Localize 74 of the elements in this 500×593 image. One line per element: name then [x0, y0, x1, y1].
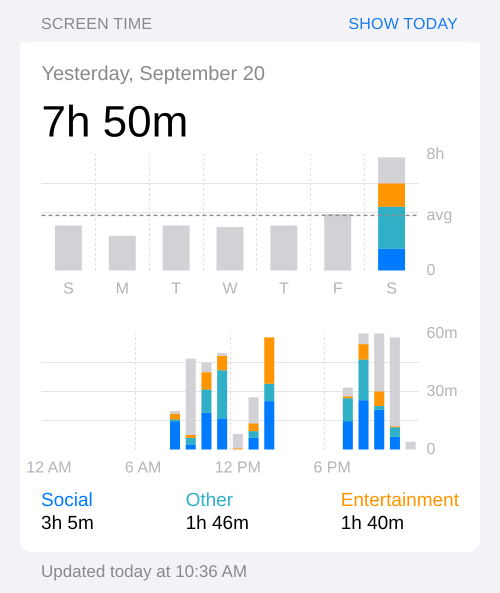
bar	[342, 388, 353, 396]
bar	[170, 414, 180, 420]
chart-subtitle: 7h 50m	[42, 98, 188, 146]
bar	[378, 206, 406, 249]
bar	[406, 442, 416, 450]
text: Entertainment	[340, 489, 459, 512]
bar	[162, 226, 190, 270]
text: Other	[186, 489, 234, 512]
x-tick-label: F	[332, 280, 343, 298]
text: 3h 5m	[41, 512, 94, 535]
bar	[270, 226, 298, 270]
bar	[248, 397, 259, 424]
bar	[264, 337, 274, 384]
bar	[378, 184, 406, 207]
x-tick-label: S	[63, 280, 74, 298]
bar	[358, 334, 369, 344]
bar	[216, 227, 244, 270]
bar	[358, 344, 369, 360]
bar	[374, 334, 384, 392]
bar	[217, 418, 228, 450]
bar	[264, 384, 274, 402]
x-tick-label: S	[386, 280, 397, 298]
bar	[186, 358, 196, 435]
x-tick-label: 12 PM	[214, 460, 261, 476]
bar	[374, 392, 384, 406]
bar	[232, 434, 243, 449]
x-tick-label: M	[116, 280, 129, 298]
bar	[378, 248, 406, 270]
bar	[374, 406, 384, 410]
bar	[217, 356, 228, 370]
bar	[342, 421, 353, 450]
text: SHOW TODAY	[348, 15, 458, 35]
x-tick-label: T	[278, 280, 289, 298]
chart-title: Yesterday, September 20	[42, 63, 265, 85]
x-tick-label: 6 AM	[124, 460, 162, 476]
bar	[217, 370, 228, 419]
bar	[342, 398, 353, 422]
y-tick-label: 0	[426, 262, 436, 279]
y-tick-label: 8h	[426, 146, 444, 163]
bar	[186, 444, 196, 450]
ref-line-label: avg	[426, 206, 452, 224]
bar	[54, 226, 82, 270]
bar	[201, 362, 212, 372]
x-tick-label: 12 AM	[26, 460, 72, 476]
x-tick-label: W	[222, 280, 238, 298]
text: SCREEN TIME	[41, 15, 152, 35]
bar	[108, 236, 136, 270]
text: Social	[41, 489, 94, 512]
bar	[186, 435, 196, 438]
bar	[390, 427, 400, 437]
bar	[264, 401, 274, 450]
bar	[358, 400, 369, 450]
bar	[201, 390, 212, 413]
bar	[201, 412, 212, 450]
y-tick-label: 0	[426, 441, 436, 458]
bar	[186, 438, 196, 445]
text: Updated today at 10:36 AM	[41, 561, 248, 583]
bar	[390, 337, 400, 426]
y-tick-label: 30m	[426, 383, 458, 400]
bar	[358, 360, 369, 400]
x-tick-label: T	[171, 280, 182, 298]
x-tick-label: 6 PM	[313, 460, 351, 476]
bar	[248, 423, 259, 432]
text: 1h 46m	[186, 512, 249, 535]
text: 1h 40m	[340, 512, 406, 535]
bar	[248, 438, 259, 450]
bar	[390, 436, 400, 450]
bar	[170, 421, 180, 450]
y-tick-label: 60m	[426, 325, 458, 342]
bar	[248, 431, 259, 438]
bar	[378, 157, 406, 184]
bar	[374, 410, 384, 450]
bar	[324, 214, 352, 270]
bar	[201, 372, 212, 390]
